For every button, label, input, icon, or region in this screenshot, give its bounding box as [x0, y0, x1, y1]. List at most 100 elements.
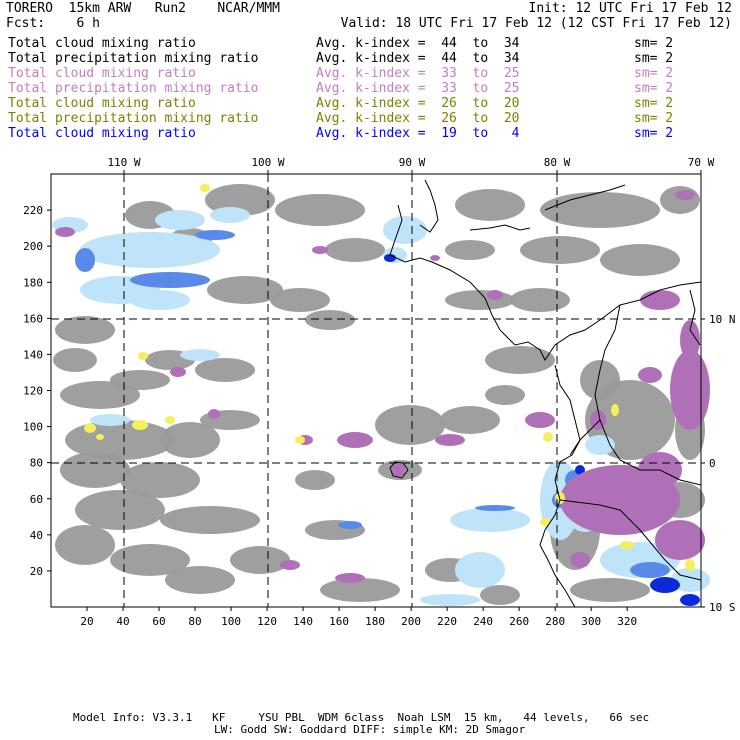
cloud-area-purple	[680, 320, 700, 360]
x-tick-label: 300	[581, 615, 601, 628]
cloud-area-purple	[570, 552, 590, 568]
longitude-label: 110 W	[107, 156, 140, 169]
cloud-area-gray	[110, 370, 170, 390]
cloud-area-gray	[445, 240, 495, 260]
cloud-area-light-blue	[180, 349, 220, 361]
cloud-area-light-blue	[130, 290, 190, 310]
cloud-area-gray	[660, 186, 700, 214]
latitude-label: 10 N	[709, 313, 736, 326]
x-tick-label: 280	[545, 615, 565, 628]
x-tick-label: 320	[617, 615, 637, 628]
legend-smoothing: sm= 2	[634, 51, 674, 66]
coastline	[559, 499, 702, 581]
cloud-area-gray	[60, 381, 140, 409]
coastline	[419, 179, 439, 233]
cloud-area-gray	[55, 316, 115, 344]
cloud-area-gray	[580, 360, 620, 400]
y-tick-label: 80	[30, 457, 43, 470]
x-tick-label: 80	[188, 615, 201, 628]
cloud-area-yellow	[132, 420, 148, 430]
cloud-area-gray	[305, 310, 355, 330]
y-tick-label: 40	[30, 529, 43, 542]
legend-kindex: Avg. k-index = 19 to 4	[316, 126, 520, 141]
cloud-area-gray	[120, 462, 200, 498]
x-tick-label: 220	[437, 615, 457, 628]
cloud-area-dark-blue	[650, 577, 680, 593]
cloud-area-gray	[325, 238, 385, 262]
legend-field-name: Total cloud mixing ratio	[8, 66, 196, 81]
x-tick-label: 100	[221, 615, 241, 628]
legend-field-name: Total precipitation mixing ratio	[8, 51, 259, 66]
longitude-label: 80 W	[544, 156, 571, 169]
legend-field-name: Total precipitation mixing ratio	[8, 81, 259, 96]
cloud-area-light-blue	[670, 568, 710, 592]
cloud-area-yellow	[540, 518, 550, 526]
cloud-area-yellow	[138, 352, 148, 360]
x-tick-label: 200	[401, 615, 421, 628]
longitude-label: 70 W	[688, 156, 715, 169]
cloud-area-yellow	[620, 541, 634, 549]
cloud-area-gray	[440, 406, 500, 434]
coastline	[389, 204, 702, 361]
cloud-area-light-blue	[80, 232, 220, 268]
cloud-area-yellow	[685, 559, 695, 571]
legend-smoothing: sm= 2	[634, 96, 674, 111]
cloud-area-gray	[375, 405, 445, 445]
init-time: Init: 12 UTC Fri 17 Feb 12	[528, 1, 733, 16]
x-tick-label: 20	[80, 615, 93, 628]
cloud-area-gray	[480, 585, 520, 605]
cloud-area-gray	[520, 236, 600, 264]
footer-model-info: Model Info: V3.3.1 KF YSU PBL WDM 6class…	[73, 711, 650, 724]
latitude-label: 10 S	[709, 601, 736, 614]
cloud-area-purple	[525, 412, 555, 428]
cloud-area-purple	[337, 432, 373, 448]
legend-kindex: Avg. k-index = 33 to 25	[316, 81, 520, 96]
cloud-area-purple	[675, 190, 695, 200]
cloud-area-light-blue	[210, 207, 250, 223]
cloud-area-light-blue	[420, 594, 480, 606]
cloud-area-purple	[55, 227, 75, 237]
legend-field-name: Total precipitation mixing ratio	[8, 111, 259, 126]
cloud-area-purple	[435, 434, 465, 446]
legend-smoothing: sm= 2	[634, 126, 674, 141]
cloud-area-light-blue	[383, 216, 427, 244]
cloud-area-blue	[75, 248, 95, 272]
legend-smoothing: sm= 2	[634, 36, 674, 51]
y-tick-label: 220	[23, 204, 43, 217]
cloud-area-yellow	[165, 416, 175, 424]
graticule	[51, 174, 701, 607]
cloud-area-yellow	[295, 436, 305, 444]
y-tick-label: 140	[23, 348, 43, 361]
cloud-area-light-blue	[155, 210, 205, 230]
cloud-area-gray	[570, 578, 650, 602]
x-tick-label: 160	[329, 615, 349, 628]
cloud-area-purple	[335, 573, 365, 583]
latitude-label: 0	[709, 457, 716, 470]
cloud-area-gray	[600, 244, 680, 276]
cloud-area-gray	[165, 566, 235, 594]
legend-kindex: Avg. k-index = 44 to 34	[316, 51, 520, 66]
valid-time: Valid: 18 UTC Fri 17 Feb 12 (12 CST Fri …	[340, 16, 732, 31]
coastline	[469, 224, 531, 231]
legend-smoothing: sm= 2	[634, 66, 674, 81]
x-tick-label: 140	[293, 615, 313, 628]
cloud-area-gray	[60, 452, 130, 488]
y-tick-label: 180	[23, 276, 43, 289]
cloud-area-gray	[320, 578, 400, 602]
x-tick-label: 120	[257, 615, 277, 628]
legend-kindex: Avg. k-index = 26 to 20	[316, 111, 520, 126]
legend-field-name: Total cloud mixing ratio	[8, 36, 196, 51]
y-tick-label: 100	[23, 421, 43, 434]
x-tick-label: 60	[152, 615, 165, 628]
cloud-area-gray	[195, 358, 255, 382]
cloud-area-gray	[485, 385, 525, 405]
cloud-area-gray	[510, 288, 570, 312]
cloud-area-blue	[475, 505, 515, 511]
legend-field-name: Total cloud mixing ratio	[8, 126, 196, 141]
cloud-area-gray	[53, 348, 97, 372]
legend-field-name: Total cloud mixing ratio	[8, 96, 196, 111]
cloud-area-gray	[110, 544, 190, 576]
coastlines	[389, 179, 702, 608]
footer-physics-info: LW: Godd SW: Goddard DIFF: simple KM: 2D…	[214, 723, 526, 736]
